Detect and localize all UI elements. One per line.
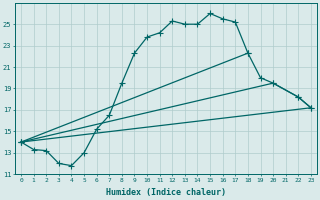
X-axis label: Humidex (Indice chaleur): Humidex (Indice chaleur)	[106, 188, 226, 197]
